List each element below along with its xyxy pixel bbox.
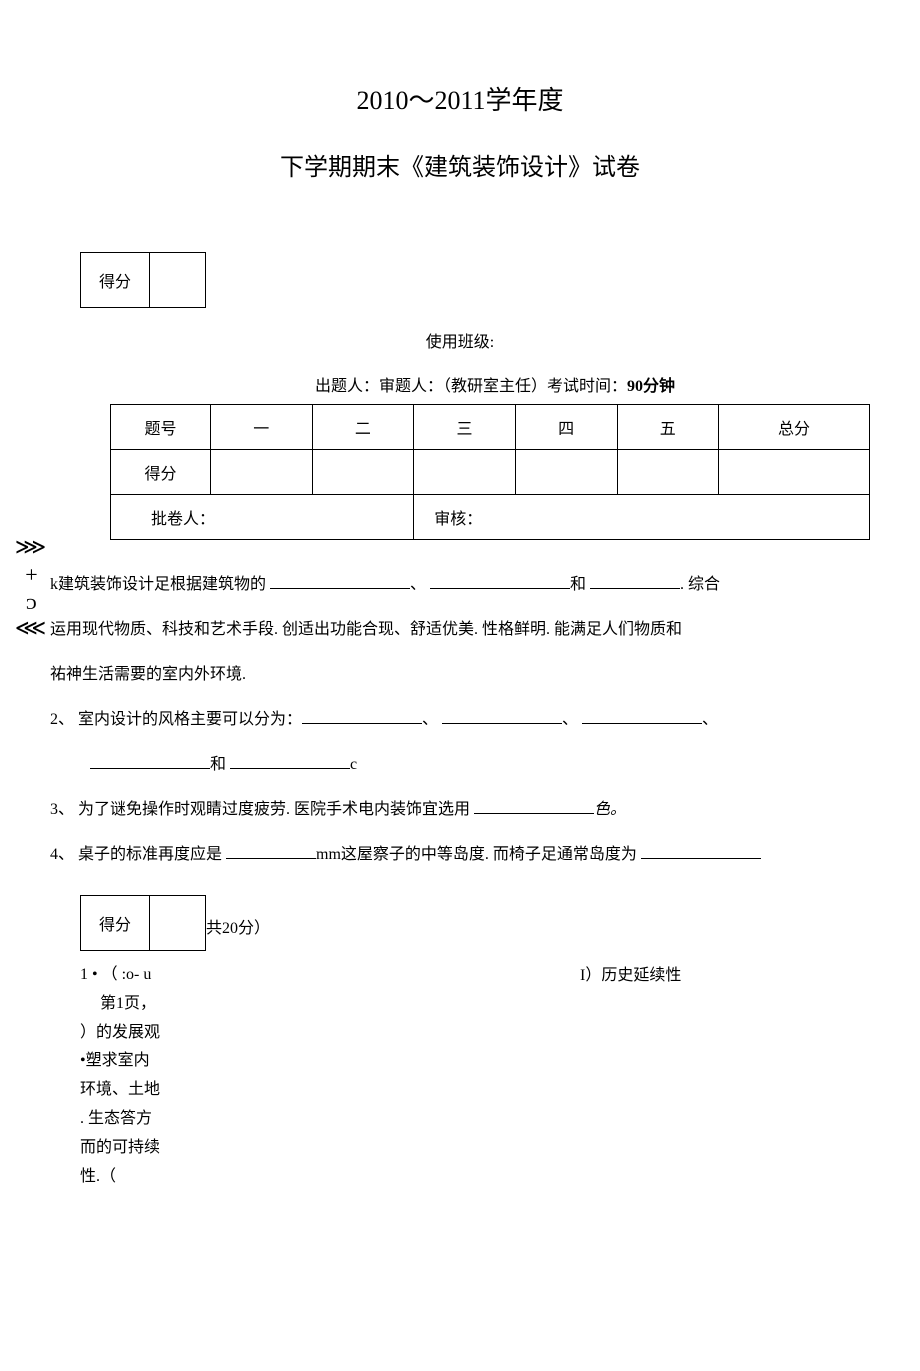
blank-3 <box>590 571 680 589</box>
blank-10 <box>226 841 316 859</box>
blank-8 <box>230 751 350 769</box>
score-cell-1 <box>211 450 313 495</box>
col-4: 四 <box>515 405 617 450</box>
frag3: 环境、土地 <box>80 1076 200 1105</box>
score-empty-2 <box>150 896 205 950</box>
col-total: 总分 <box>719 405 870 450</box>
section2-columns: 1 • （ :o- u 第1页， ）的发展观 •塑求室内 环境、土地 . 生态答… <box>50 961 870 1191</box>
question-content: k建筑装饰设计足根据建筑物的 、 和 . 综合 运用现代物质、科技和艺术手段. … <box>50 565 870 875</box>
q1-sep1: 、 <box>410 576 430 593</box>
section-two: 得分 ，共20分） 1 • （ :o- u 第1页， ）的发展观 •塑求室内 环… <box>50 895 870 1191</box>
q3-tail: 色。 <box>594 801 626 818</box>
q2-line2: 和 c <box>50 745 870 785</box>
q1-line2: 运用现代物质、科技和艺术手段. 创适出功能合现、舒适优美. 性格鲜明. 能满足人… <box>50 610 870 650</box>
main-title: 2010～2011学年度 <box>50 80 870 117</box>
score-table: 题号 一 二 三 四 五 总分 得分 批卷人： 审核： <box>110 404 870 540</box>
frag4: . 生态答方 <box>80 1105 200 1134</box>
exam-info: 出题人：审题人：（教研室主任）考试时间：90分钟 <box>120 372 870 396</box>
binding-decoration: ⋙+ᴐ⋘ <box>18 535 44 643</box>
row-label-2: 得分 <box>111 450 211 495</box>
blank-7 <box>90 751 210 769</box>
reviewer-cell: 审核： <box>414 495 870 540</box>
col-left: 1 • （ :o- u 第1页， ）的发展观 •塑求室内 环境、土地 . 生态答… <box>50 961 200 1191</box>
frag2: •塑求室内 <box>80 1047 200 1076</box>
score-empty <box>150 253 205 307</box>
s2-q1-num: 1 • （ :o- u <box>80 961 200 990</box>
row-label-1: 题号 <box>111 405 211 450</box>
score-cell-3 <box>414 450 516 495</box>
exam-info-prefix: 出题人：审题人：（教研室主任）考试时间： <box>315 378 627 395</box>
col-5: 五 <box>617 405 719 450</box>
blank-4 <box>302 706 422 724</box>
score-cell-4 <box>515 450 617 495</box>
blank-9 <box>474 796 594 814</box>
blank-11 <box>641 841 761 859</box>
usage-class-line: 使用班级: <box>50 328 870 352</box>
score-cell-5 <box>617 450 719 495</box>
score-label-2: 得分 <box>81 896 150 950</box>
score-cell-2 <box>312 450 414 495</box>
score-label: 得分 <box>81 253 150 307</box>
col-1: 一 <box>211 405 313 450</box>
q2-tail: c <box>350 756 357 773</box>
q1-tail: . 综合 <box>680 576 720 593</box>
q2-sep1: 、 <box>422 711 442 728</box>
blank-6 <box>582 706 702 724</box>
q2-sep2: 、 <box>562 711 582 728</box>
q3-line1: 3、 为了谜免操作时观睛过度疲劳. 医院手术电内装饰宜选用 色。 <box>50 790 870 830</box>
q3-prefix: 3、 为了谜免操作时观睛过度疲劳. 医院手术电内装饰宜选用 <box>50 801 474 818</box>
subtitle: 下学期期末《建筑装饰设计》试卷 <box>50 147 870 182</box>
q2-sep4: 和 <box>210 756 230 773</box>
s2-q1-right: I）历史延续性 <box>580 961 870 985</box>
col-2: 二 <box>312 405 414 450</box>
score-cell-total <box>719 450 870 495</box>
grader-cell: 批卷人： <box>111 495 414 540</box>
q4-line1: 4、 桌子的标准再度应是 mm这屋察子的中等岛度. 而椅子足通常岛度为 <box>50 835 870 875</box>
blank-5 <box>442 706 562 724</box>
q1-line1: k建筑装饰设计足根据建筑物的 、 和 . 综合 <box>50 565 870 605</box>
frag6: 性.（ <box>80 1163 200 1192</box>
frag1: ）的发展观 <box>80 1019 200 1048</box>
q1-prefix: k建筑装饰设计足根据建筑物的 <box>50 576 270 593</box>
q1-sep2: 和 <box>570 576 590 593</box>
col-right: I）历史延续性 <box>200 961 870 1191</box>
col-3: 三 <box>414 405 516 450</box>
exam-duration: 90分钟 <box>627 378 675 395</box>
score-box-top: 得分 <box>80 252 206 308</box>
frag5: 而的可持续 <box>80 1134 200 1163</box>
q1-line3: 祐神生活需要的室内外环境. <box>50 655 870 695</box>
q4-prefix: 4、 桌子的标准再度应是 <box>50 846 226 863</box>
blank-1 <box>270 571 410 589</box>
q2-prefix: 2、 室内设计的风格主要可以分为： <box>50 711 302 728</box>
score-box-section2: 得分 <box>80 895 206 951</box>
q2-sep3: 、 <box>702 711 718 728</box>
q4-mid: mm这屋察子的中等岛度. 而椅子足通常岛度为 <box>316 846 641 863</box>
q2-line1: 2、 室内设计的风格主要可以分为： 、 、 、 <box>50 700 870 740</box>
page-number: 第1页， <box>80 990 200 1019</box>
blank-2 <box>430 571 570 589</box>
